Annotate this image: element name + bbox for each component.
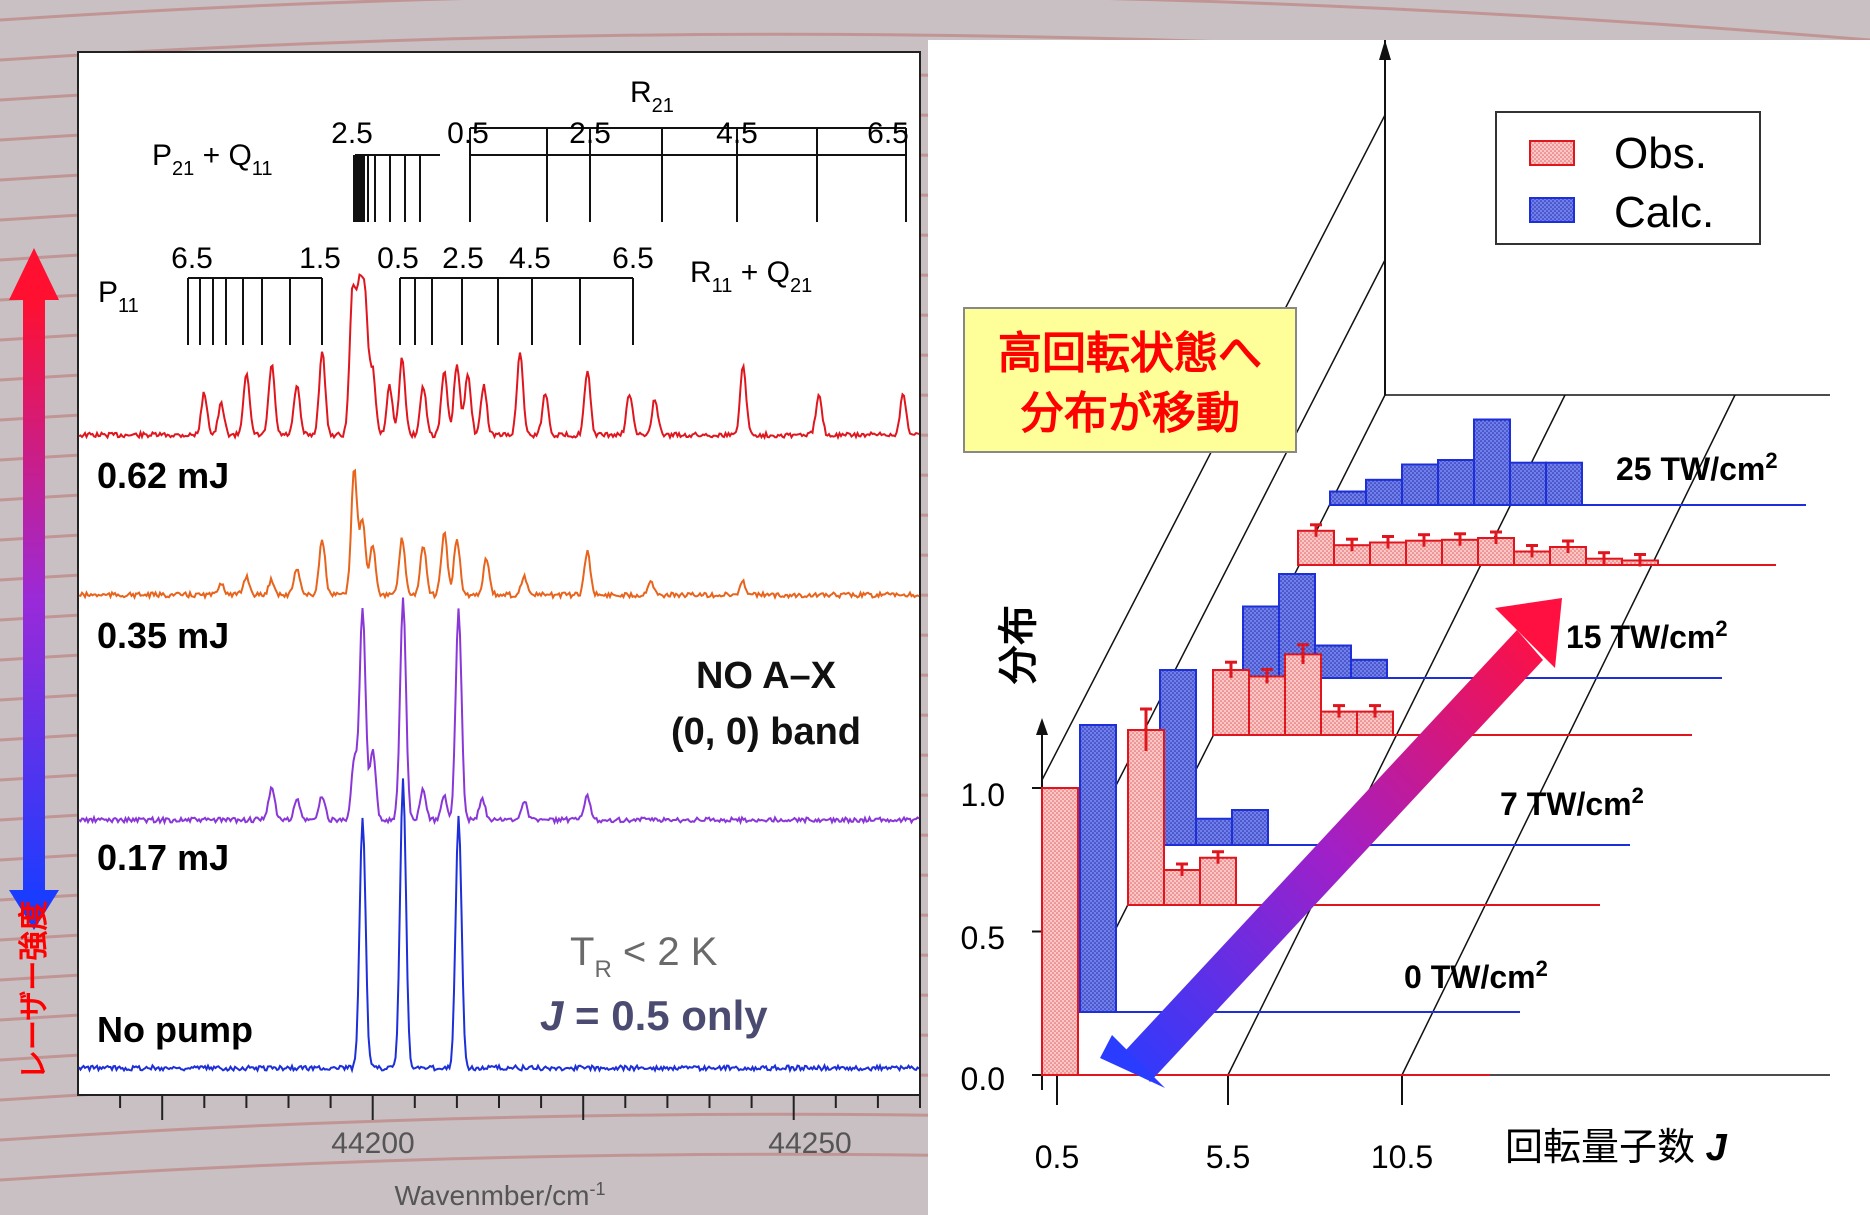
y-axis-title: 分布 [997, 605, 1041, 685]
calc-bar-3-1 [1365, 478, 1403, 506]
callout-line2: 分布が移動 [1020, 389, 1240, 438]
p11-value-1: 1.5 [299, 242, 341, 275]
x-tick-label-44200: 44200 [331, 1127, 414, 1160]
obs-bar-2-1 [1248, 675, 1286, 736]
obs-bar-2-2 [1284, 653, 1322, 737]
spectrum-trace-1 [78, 468, 920, 601]
series-label-3: No pump [97, 1009, 253, 1050]
band-annotation-line1: NO A–X [696, 655, 837, 697]
band-annotation-line2: (0, 0) band [671, 711, 861, 753]
shift-callout: 高回転状態へ 分布が移動 [963, 307, 1297, 453]
spectrum-trace-0 [78, 273, 920, 441]
distribution-panel: Obs. Calc. 高回転状態へ 分布が移動 分布 0.0 0.5 1.0 0… [928, 40, 1870, 1215]
calc-bar-3-0 [1329, 490, 1367, 506]
p21-value-0: 2.5 [331, 117, 373, 150]
shift-arrow [1100, 598, 1562, 1088]
legend-calc-label: Calc. [1614, 188, 1714, 237]
calc-bar-3-5 [1509, 461, 1547, 507]
series-label-1: 0.35 mJ [97, 615, 229, 656]
r11-value-0: 0.5 [377, 242, 419, 275]
obs-bar-0-0 [1041, 787, 1079, 1076]
r11-value-2: 4.5 [509, 242, 551, 275]
spectrum-plot-area [77, 51, 921, 1096]
y-axis-arrowhead [1036, 718, 1048, 735]
r11-value-1: 2.5 [442, 242, 484, 275]
x-tick-label-44250: 44250 [768, 1127, 851, 1160]
laser-intensity-arrow [9, 248, 59, 930]
laser-intensity-label: レーザー強度 [18, 901, 51, 1080]
temperature-note: TR < 2 K [570, 930, 718, 983]
intensity-label-2: 15 TW/cm2 [1566, 616, 1728, 655]
calc-bar-3-4 [1473, 418, 1511, 506]
branch-label-r11-q21: R11 + Q21 [690, 256, 812, 297]
back-axis-arrowhead [1379, 40, 1391, 60]
calc-bar-2-3 [1350, 658, 1388, 679]
callout-line1: 高回転状態へ [998, 329, 1262, 378]
intensity-label-0: 0 TW/cm2 [1404, 956, 1548, 995]
j-tick-label-2: 10.5 [1371, 1139, 1433, 1175]
spectrum-trace-2 [78, 597, 920, 826]
j-axis-title: 回転量子数 J [1505, 1127, 1728, 1169]
branch-label-p21-q11: P21 + Q11 [152, 139, 273, 180]
spectrum-panel: 0.62 mJ 0.35 mJ 0.17 mJ No pump NO A–X (… [77, 51, 921, 1211]
calc-bar-3-2 [1401, 463, 1439, 506]
y-tick-label-0: 0.0 [961, 1061, 1005, 1097]
r21-value-1: 2.5 [569, 117, 611, 150]
j-only-note: J = 0.5 only [540, 992, 768, 1039]
x-axis-title: Wavenmber/cm-1 [394, 1179, 605, 1211]
intensity-label-1: 7 TW/cm2 [1500, 783, 1644, 822]
calc-bar-3-6 [1545, 461, 1583, 507]
calc-bar-0-0 [1079, 724, 1117, 1013]
obs-bar-1-2 [1199, 856, 1237, 906]
branch-label-p11: P11 [98, 276, 139, 317]
series-label-0: 0.62 mJ [97, 455, 229, 496]
intensity-label-3: 25 TW/cm2 [1616, 448, 1778, 487]
r21-value-0: 0.5 [447, 117, 489, 150]
bg-streak-0 [0, 0, 1870, 42]
calc-bar-3-3 [1437, 459, 1475, 506]
r21-value-2: 4.5 [716, 117, 758, 150]
legend-obs-label: Obs. [1614, 129, 1707, 178]
p11-value-0: 6.5 [171, 242, 213, 275]
legend-obs-swatch [1529, 140, 1575, 166]
y-tick-label-1: 0.5 [961, 920, 1005, 956]
calc-bar-1-1 [1195, 817, 1233, 846]
r11-value-3: 6.5 [612, 242, 654, 275]
calc-bar-2-0 [1242, 605, 1280, 679]
legend-calc-swatch [1529, 197, 1575, 223]
calc-bar-1-2 [1231, 809, 1269, 846]
branch-label-r21: R21 [630, 76, 674, 117]
legend: Obs. Calc. [1495, 111, 1761, 245]
spectrum-trace-3 [78, 778, 920, 1074]
j-tick-label-1: 5.5 [1206, 1139, 1250, 1175]
j-tick-label-0: 0.5 [1035, 1139, 1079, 1175]
obs-bar-2-0 [1212, 669, 1250, 736]
r21-value-3: 6.5 [867, 117, 909, 150]
obs-bar-1-0 [1127, 729, 1165, 906]
calc-bar-1-0 [1159, 669, 1197, 846]
y-tick-label-2: 1.0 [961, 777, 1005, 813]
series-label-2: 0.17 mJ [97, 837, 229, 878]
